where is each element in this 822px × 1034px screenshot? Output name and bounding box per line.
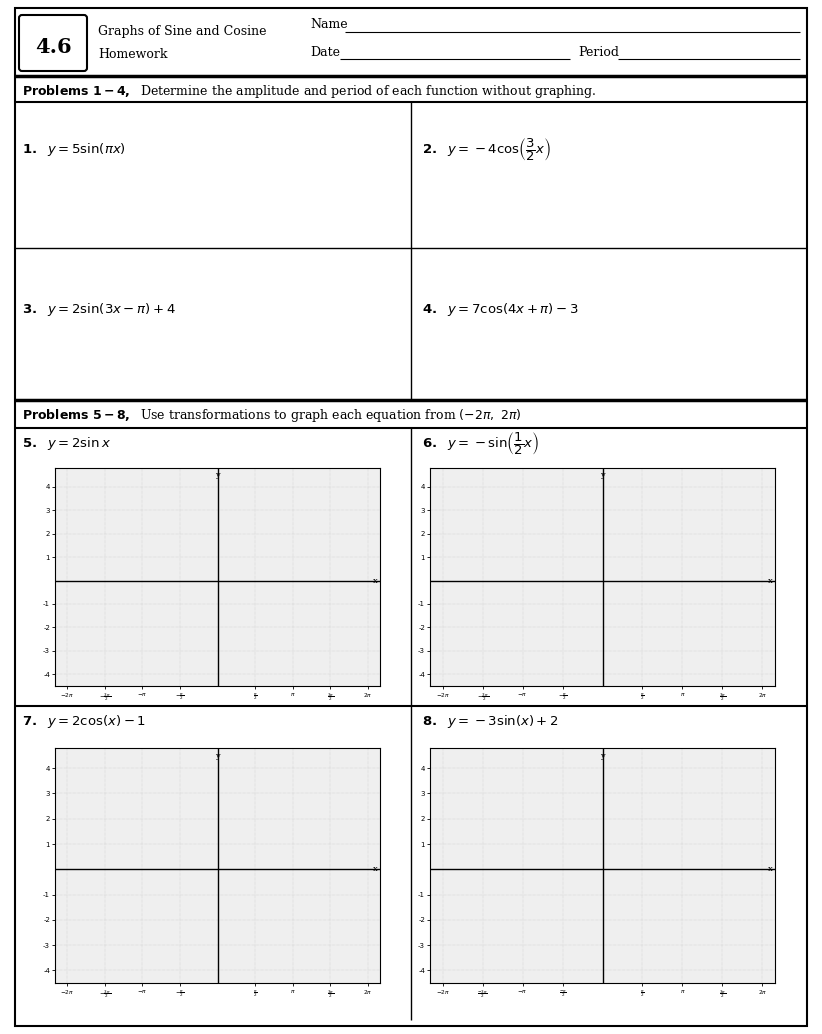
- Text: Homework: Homework: [98, 49, 168, 61]
- Text: x: x: [373, 865, 378, 874]
- Text: $\bf{Problems\ 5-8,}$  Use transformations to graph each equation from $(-2\pi,\: $\bf{Problems\ 5-8,}$ Use transformation…: [22, 406, 521, 424]
- Text: x: x: [373, 577, 378, 584]
- Text: y: y: [600, 752, 605, 760]
- Text: $\mathbf{3.}\ \ y = 2\sin(3x - \pi) + 4$: $\mathbf{3.}\ \ y = 2\sin(3x - \pi) + 4$: [22, 302, 176, 318]
- Text: y: y: [215, 472, 219, 480]
- Text: $\mathbf{4.}\ \ y = 7\cos(4x + \pi) - 3$: $\mathbf{4.}\ \ y = 7\cos(4x + \pi) - 3$: [422, 302, 579, 318]
- Text: x: x: [769, 577, 773, 584]
- Text: y: y: [600, 472, 605, 480]
- Text: y: y: [215, 752, 219, 760]
- Text: $\mathbf{7.}\ \ y = 2\cos(x) - 1$: $\mathbf{7.}\ \ y = 2\cos(x) - 1$: [22, 713, 146, 730]
- FancyBboxPatch shape: [19, 16, 87, 71]
- Text: $\bf{Problems\ 1-4,}$  Determine the amplitude and period of each function witho: $\bf{Problems\ 1-4,}$ Determine the ampl…: [22, 84, 597, 100]
- Text: $\mathbf{1.}\ \ y = 5\sin(\pi x)$: $\mathbf{1.}\ \ y = 5\sin(\pi x)$: [22, 142, 126, 158]
- Text: $\mathbf{8.}\ \ y = -3\sin(x) + 2$: $\mathbf{8.}\ \ y = -3\sin(x) + 2$: [422, 713, 559, 730]
- Text: Name: Name: [310, 19, 348, 31]
- Text: $\mathbf{2.}\ \ y = -4\cos\!\left(\dfrac{3}{2}x\right)$: $\mathbf{2.}\ \ y = -4\cos\!\left(\dfrac…: [422, 136, 551, 163]
- Text: 4.6: 4.6: [35, 37, 72, 57]
- Text: Period: Period: [578, 45, 619, 59]
- Text: Date: Date: [310, 45, 340, 59]
- Text: $\mathbf{5.}\ \ y = 2\sin x$: $\mathbf{5.}\ \ y = 2\sin x$: [22, 435, 111, 453]
- Text: x: x: [769, 865, 773, 874]
- Text: $\mathbf{6.}\ \ y = -\sin\!\left(\dfrac{1}{2}x\right)$: $\mathbf{6.}\ \ y = -\sin\!\left(\dfrac{…: [422, 430, 539, 457]
- Text: Graphs of Sine and Cosine: Graphs of Sine and Cosine: [98, 26, 266, 38]
